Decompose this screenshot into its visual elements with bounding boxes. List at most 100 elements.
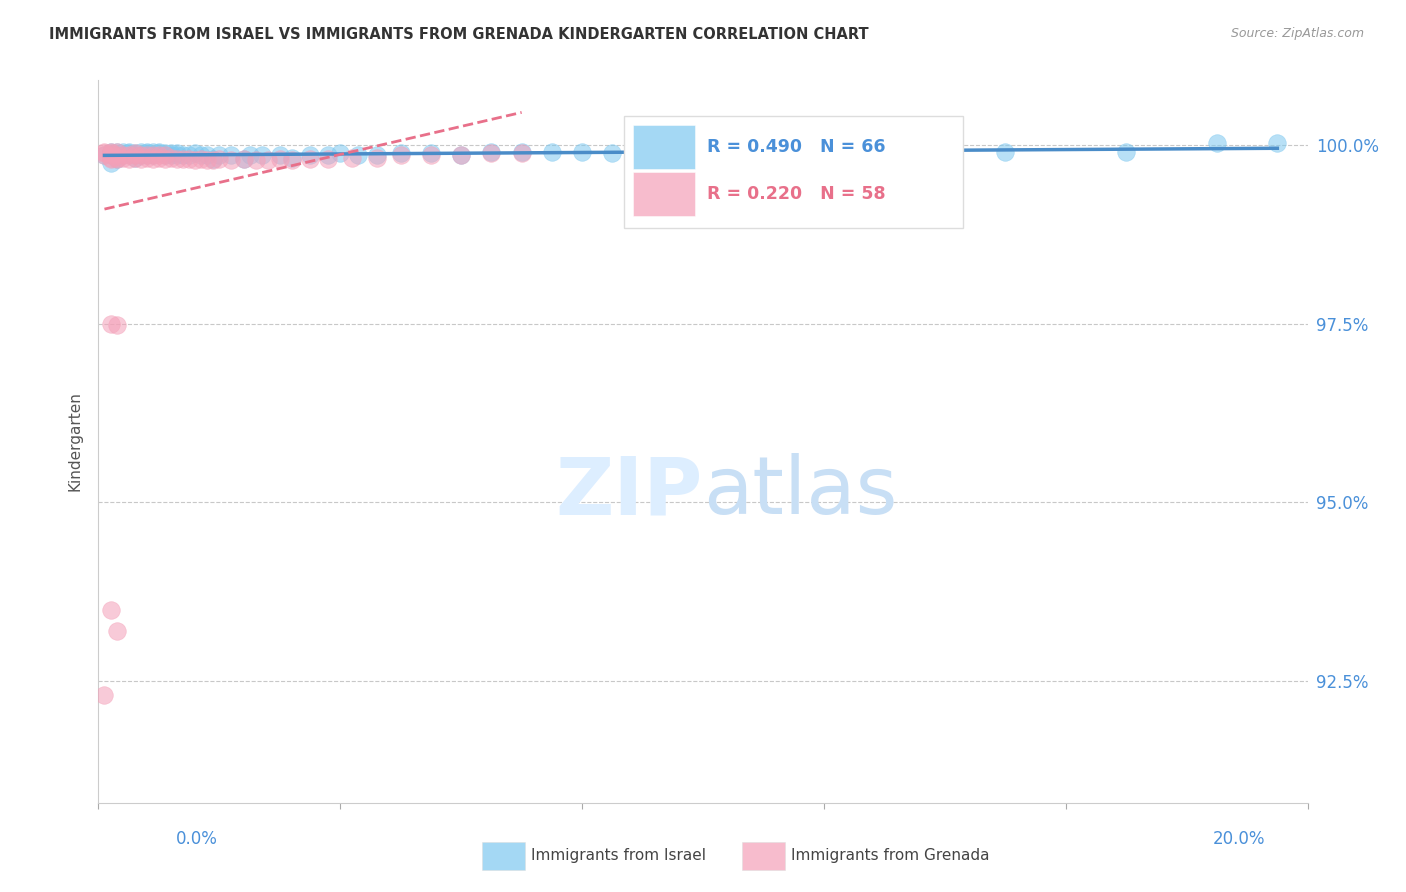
Point	[202, 153, 225, 168]
Point	[366, 151, 388, 165]
Point	[166, 148, 188, 162]
Point	[172, 152, 194, 166]
Point	[105, 148, 128, 162]
Point	[481, 145, 503, 159]
Point	[93, 689, 115, 703]
Point	[208, 152, 231, 166]
Point	[450, 148, 472, 162]
Point	[631, 145, 654, 159]
FancyBboxPatch shape	[633, 125, 695, 169]
Point	[994, 145, 1017, 159]
Point	[153, 148, 176, 162]
Point	[692, 145, 714, 159]
Text: Source: ZipAtlas.com: Source: ZipAtlas.com	[1230, 27, 1364, 40]
Point	[752, 148, 775, 162]
FancyBboxPatch shape	[742, 842, 785, 870]
Point	[510, 145, 533, 159]
Point	[329, 146, 352, 161]
Point	[208, 148, 231, 162]
Point	[179, 148, 201, 162]
FancyBboxPatch shape	[633, 172, 695, 216]
Point	[148, 148, 170, 162]
Point	[153, 148, 176, 162]
Point	[100, 602, 122, 616]
Point	[124, 151, 146, 165]
Point	[571, 145, 593, 159]
Point	[100, 152, 122, 166]
Point	[124, 151, 146, 165]
Text: Immigrants from Grenada: Immigrants from Grenada	[792, 848, 990, 863]
Point	[269, 152, 291, 166]
Point	[124, 146, 146, 161]
Point	[873, 145, 896, 159]
Point	[366, 148, 388, 162]
Point	[100, 146, 122, 161]
Point	[299, 148, 322, 162]
Point	[160, 148, 183, 162]
Point	[166, 152, 188, 166]
Point	[105, 624, 128, 639]
FancyBboxPatch shape	[624, 117, 963, 228]
Point	[118, 146, 141, 161]
Point	[602, 146, 624, 161]
Point	[1115, 145, 1137, 159]
Text: Immigrants from Israel: Immigrants from Israel	[531, 848, 706, 863]
Point	[153, 152, 176, 166]
Point	[105, 145, 128, 159]
Point	[510, 146, 533, 161]
Point	[299, 152, 322, 166]
Text: 20.0%: 20.0%	[1213, 830, 1265, 847]
Point	[111, 151, 134, 165]
Point	[100, 148, 122, 162]
Text: IMMIGRANTS FROM ISRAEL VS IMMIGRANTS FROM GRENADA KINDERGARTEN CORRELATION CHART: IMMIGRANTS FROM ISRAEL VS IMMIGRANTS FRO…	[49, 27, 869, 42]
Point	[195, 153, 218, 168]
Point	[269, 148, 291, 162]
Point	[124, 146, 146, 161]
Point	[142, 148, 165, 162]
Point	[129, 152, 152, 166]
FancyBboxPatch shape	[482, 842, 526, 870]
Point	[166, 146, 188, 161]
Point	[184, 153, 207, 168]
Point	[105, 152, 128, 166]
Point	[135, 146, 157, 161]
Point	[142, 145, 165, 159]
Point	[135, 145, 157, 159]
Point	[93, 145, 115, 159]
Point	[129, 145, 152, 159]
Point	[135, 148, 157, 162]
Point	[202, 152, 225, 166]
Point	[420, 148, 443, 162]
Point	[540, 145, 562, 159]
Point	[420, 146, 443, 161]
Point	[93, 148, 115, 162]
Point	[135, 151, 157, 165]
Point	[100, 155, 122, 169]
Point	[450, 148, 472, 162]
Point	[93, 148, 115, 162]
Point	[245, 153, 267, 168]
Point	[281, 151, 304, 165]
Point	[148, 145, 170, 159]
Point	[124, 148, 146, 162]
Point	[135, 148, 157, 162]
Point	[481, 146, 503, 161]
Text: 0.0%: 0.0%	[176, 830, 218, 847]
Point	[389, 146, 412, 161]
Point	[316, 152, 339, 166]
Point	[661, 146, 683, 161]
Point	[281, 153, 304, 168]
Point	[190, 152, 212, 166]
Point	[105, 318, 128, 332]
Point	[813, 145, 835, 159]
Point	[148, 151, 170, 165]
Point	[1267, 136, 1289, 150]
Y-axis label: Kindergarten: Kindergarten	[67, 392, 83, 491]
Point	[118, 148, 141, 162]
Point	[142, 152, 165, 166]
Point	[347, 148, 370, 162]
Point	[105, 152, 128, 166]
Text: R = 0.490   N = 66: R = 0.490 N = 66	[707, 138, 886, 156]
Point	[160, 146, 183, 161]
Point	[160, 151, 183, 165]
